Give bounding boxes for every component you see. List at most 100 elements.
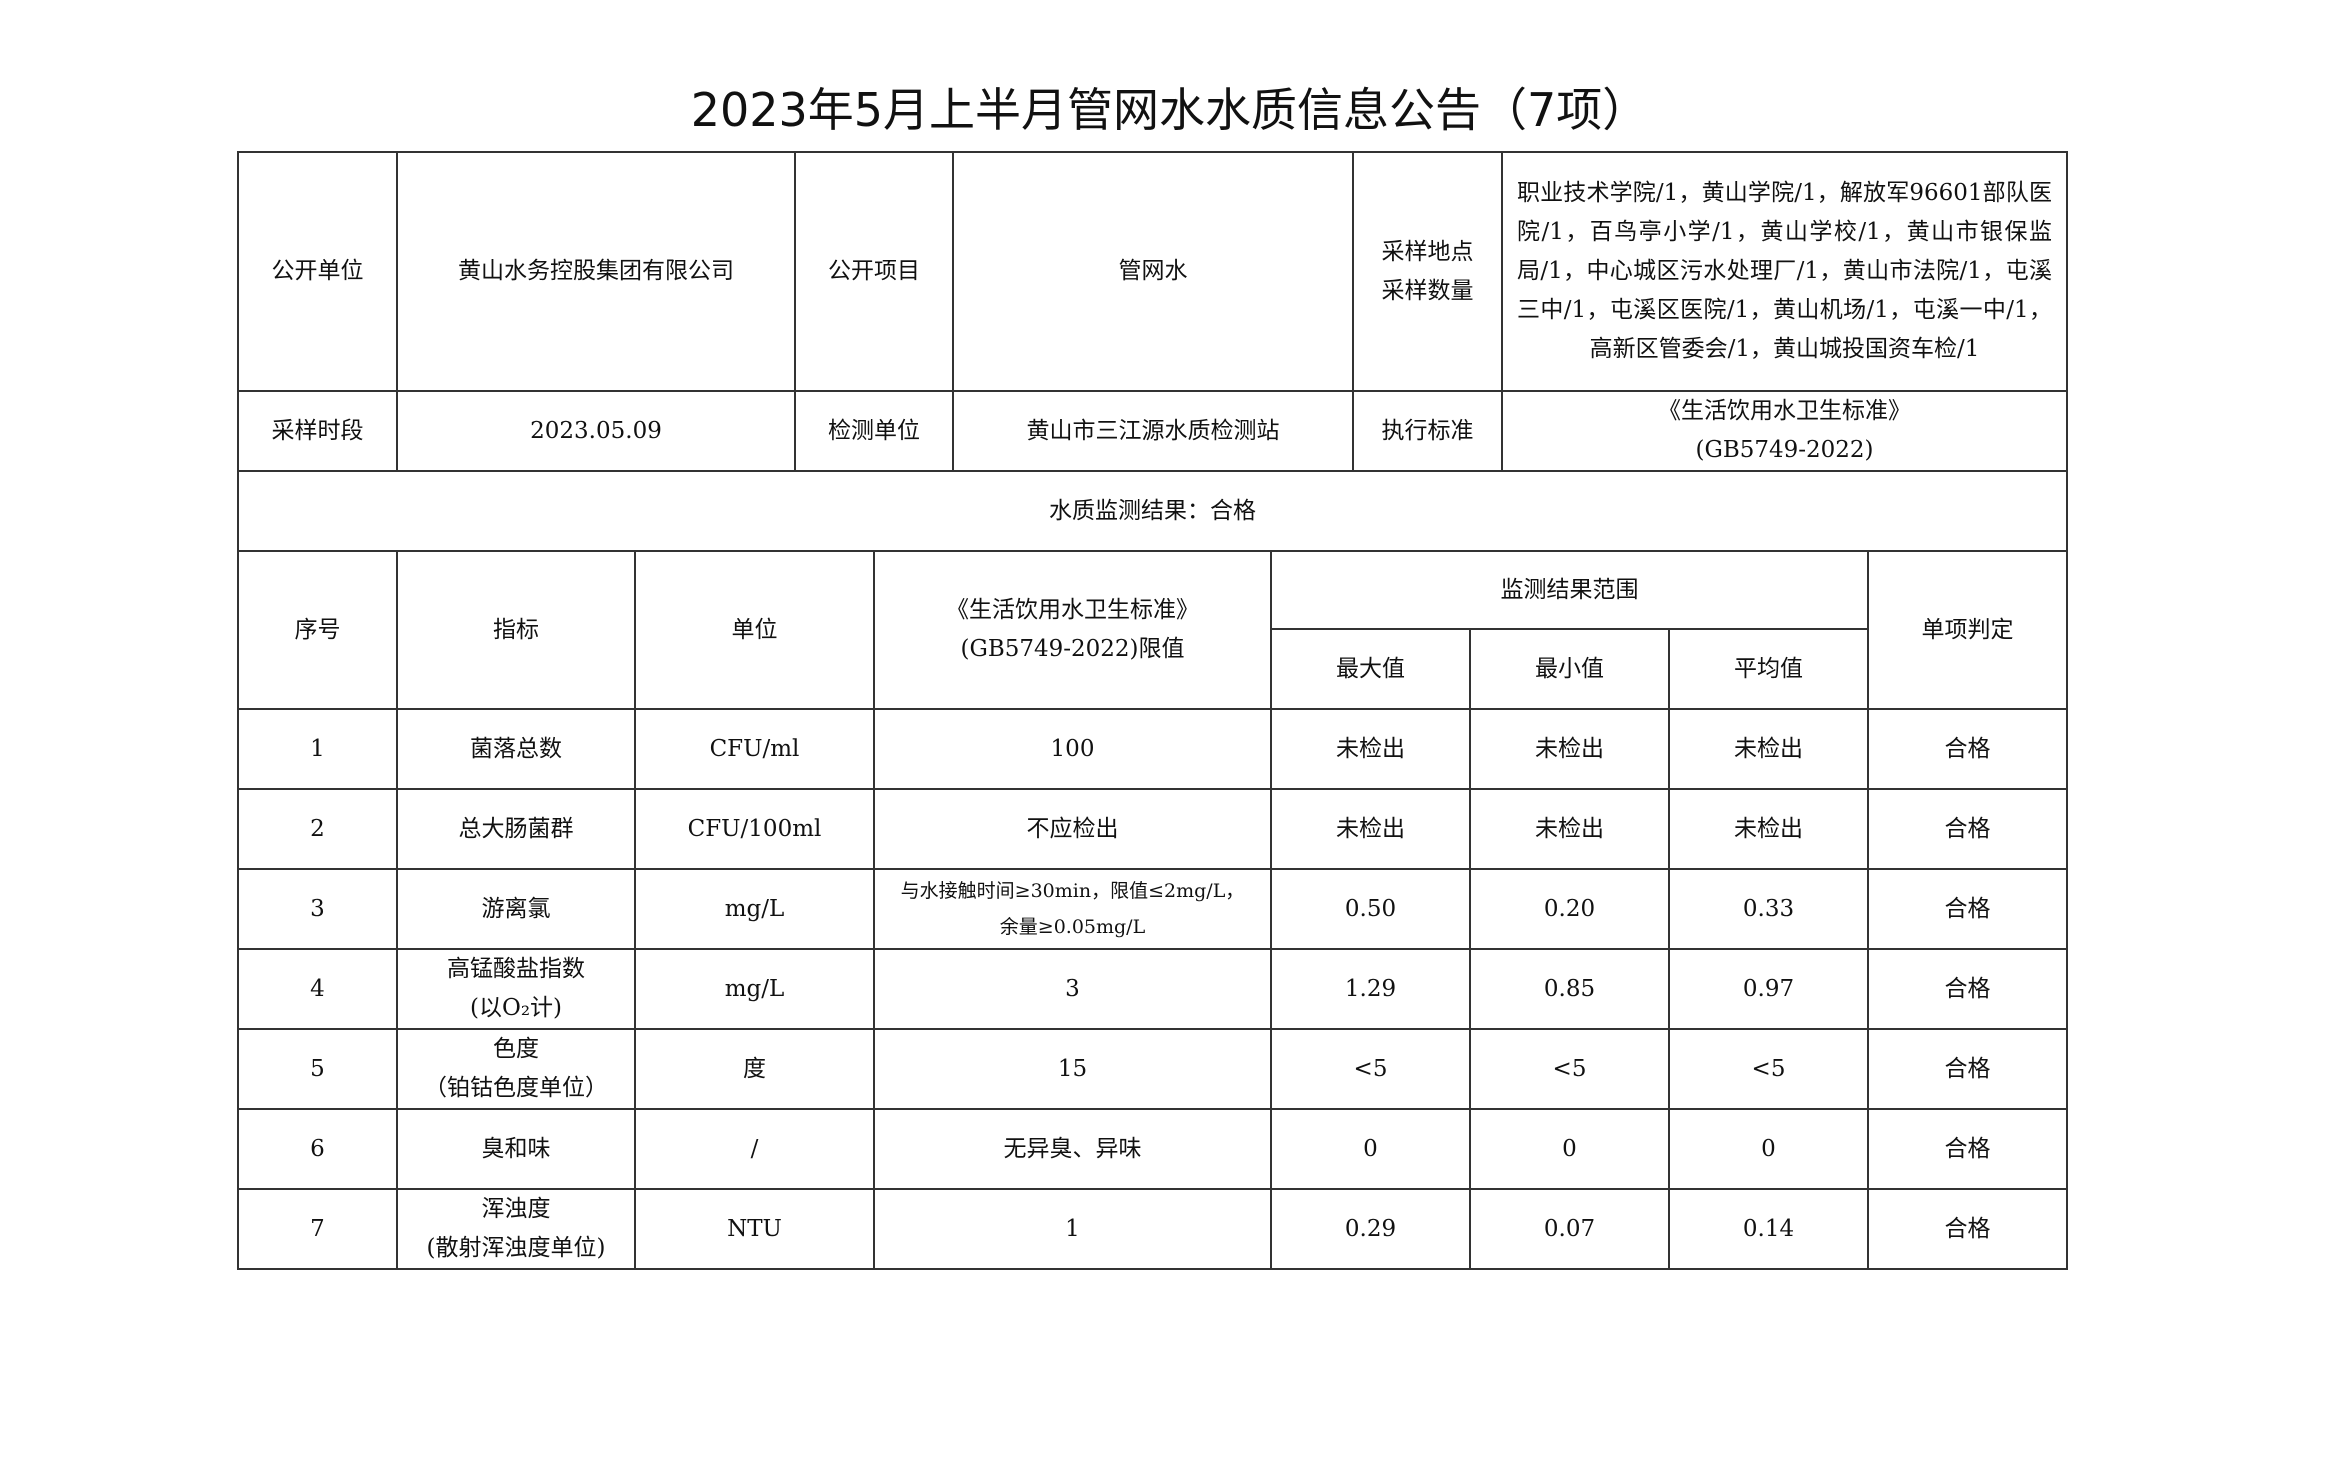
cell-max: 0: [1270, 1108, 1471, 1190]
cell-verdict-text: 合格: [1944, 895, 1991, 922]
cell-verdict-text: 合格: [1944, 1135, 1991, 1162]
cell-unit: /: [634, 1108, 875, 1190]
publisher-label: 公开单位: [237, 151, 398, 392]
cell-avg: 0.33: [1668, 868, 1869, 950]
item-label: 公开项目: [794, 151, 954, 392]
cell-max-text: 0.50: [1344, 895, 1397, 922]
cell-verdict-text: 合格: [1944, 1215, 1991, 1242]
table-row: 7 浑浊度 (散射浑浊度单位) NTU 1 0.29 0.07 0.14 合格: [237, 1188, 2068, 1270]
cell-no: 7: [237, 1188, 398, 1270]
cell-max-text: <5: [1353, 1055, 1388, 1082]
header-indicator: 指标: [396, 550, 636, 710]
cell-max: <5: [1270, 1028, 1471, 1110]
results-table: 序号 指标 单位 《生活饮用水卫生标准》 (GB5749-2022)限值 监测结果…: [237, 550, 2068, 1270]
info-table: 公开单位 黄山水务控股集团有限公司 公开项目 管网水 采样地点采样数量 职业技术…: [237, 151, 2068, 552]
cell-limit: 不应检出: [873, 788, 1272, 870]
cell-limit: 1: [873, 1188, 1272, 1270]
cell-min: 未检出: [1469, 788, 1670, 870]
header-min: 最小值: [1469, 628, 1670, 710]
cell-verdict-text: 合格: [1944, 975, 1991, 1002]
cell-min: <5: [1469, 1028, 1670, 1110]
cell-unit: mg/L: [634, 868, 875, 950]
cell-min-text: 未检出: [1535, 815, 1604, 842]
header-verdict: 单项判定: [1867, 550, 2068, 710]
cell-max: 1.29: [1270, 948, 1471, 1030]
cell-no: 1: [237, 708, 398, 790]
cell-verdict-text: 合格: [1944, 1055, 1991, 1082]
table-row: 2 总大肠菌群 CFU/100ml 不应检出 未检出 未检出 未检出 合格: [237, 788, 2068, 870]
standard-value: 《生活饮用水卫生标准》 (GB5749-2022): [1501, 390, 2068, 472]
cell-unit-text: CFU/ml: [709, 735, 800, 762]
cell-min: 0.07: [1469, 1188, 1670, 1270]
sites-label-1: 采样地点: [1381, 238, 1474, 265]
cell-indicator: 浑浊度 (散射浑浊度单位): [396, 1188, 636, 1270]
header-max: 最大值: [1270, 628, 1471, 710]
lab-label: 检测单位: [794, 390, 954, 472]
cell-no-text: 2: [310, 815, 325, 842]
cell-verdict: 合格: [1867, 1028, 2068, 1110]
cell-avg: <5: [1668, 1028, 1869, 1110]
cell-avg-text: 未检出: [1734, 735, 1803, 762]
page-title: 2023年5月上半月管网水水质信息公告（7项）: [690, 83, 1649, 137]
standard-label: 执行标准: [1352, 390, 1503, 472]
cell-verdict: 合格: [1867, 1108, 2068, 1190]
table-row: 6 臭和味 / 无异臭、异味 0 0 0 合格: [237, 1108, 2068, 1190]
cell-min-text: 未检出: [1535, 735, 1604, 762]
cell-avg: 未检出: [1668, 788, 1869, 870]
info-row-result: 水质监测结果：合格: [237, 470, 2068, 552]
cell-indicator-text: 总大肠菌群: [458, 815, 574, 842]
cell-no-text: 3: [310, 895, 325, 922]
cell-unit: 度: [634, 1028, 875, 1110]
cell-limit-text: 余量≥0.05mg/L: [999, 916, 1146, 938]
header-unit: 单位: [634, 550, 875, 710]
header-range: 监测结果范围: [1270, 550, 1869, 630]
cell-max-text: 0: [1363, 1135, 1378, 1162]
cell-avg: 未检出: [1668, 708, 1869, 790]
cell-indicator: 游离氯: [396, 868, 636, 950]
cell-min-text: 0.07: [1543, 1215, 1596, 1242]
sites-value: 职业技术学院/1，黄山学院/1，解放军96601部队医院/1，百鸟亭小学/1，黄…: [1501, 151, 2068, 392]
cell-verdict: 合格: [1867, 948, 2068, 1030]
cell-limit: 100: [873, 708, 1272, 790]
table-row: 1 菌落总数 CFU/ml 100 未检出 未检出 未检出 合格: [237, 708, 2068, 790]
period-value: 2023.05.09: [396, 390, 796, 472]
publisher-value: 黄山水务控股集团有限公司: [396, 151, 796, 392]
info-row-publisher: 公开单位 黄山水务控股集团有限公司 公开项目 管网水 采样地点采样数量 职业技术…: [237, 151, 2068, 392]
cell-avg: 0.14: [1668, 1188, 1869, 1270]
cell-min-text: 0.20: [1543, 895, 1596, 922]
table-row: 3 游离氯 mg/L 与水接触时间≥30min，限值≤2mg/L， 余量≥0.05mg/…: [237, 868, 2068, 950]
info-row-period: 采样时段 2023.05.09 检测单位 黄山市三江源水质检测站 执行标准 《生…: [237, 390, 2068, 472]
cell-limit: 与水接触时间≥30min，限值≤2mg/L， 余量≥0.05mg/L: [873, 868, 1272, 950]
cell-limit-text: 与水接触时间≥30min，限值≤2mg/L，: [900, 880, 1245, 902]
cell-limit-text: 不应检出: [1026, 815, 1119, 842]
cell-indicator-text: 浑浊度: [481, 1196, 551, 1222]
item-value: 管网水: [952, 151, 1354, 392]
cell-verdict-text: 合格: [1944, 735, 1991, 762]
cell-no-text: 1: [310, 735, 325, 762]
cell-avg-text: 0: [1761, 1135, 1776, 1162]
sites-label-2: 采样数量: [1381, 277, 1474, 304]
cell-unit: CFU/100ml: [634, 788, 875, 870]
cell-indicator: 臭和味: [396, 1108, 636, 1190]
cell-avg-text: 未检出: [1734, 815, 1803, 842]
cell-max: 0.50: [1270, 868, 1471, 950]
cell-no: 5: [237, 1028, 398, 1110]
cell-verdict: 合格: [1867, 868, 2068, 950]
cell-avg-text: 0.14: [1742, 1215, 1795, 1242]
subheader-row: 最大值 最小值 平均值: [238, 628, 2067, 710]
cell-indicator-text: 菌落总数: [470, 735, 562, 762]
cell-limit: 无异臭、异味: [873, 1108, 1272, 1190]
cell-indicator-text: (散射浑浊度单位): [426, 1235, 606, 1261]
cell-indicator: 色度 （铂钴色度单位）: [396, 1028, 636, 1110]
cell-max: 未检出: [1270, 788, 1471, 870]
table-row: 5 色度 （铂钴色度单位） 度 15 <5 <5 <5 合格: [237, 1028, 2068, 1110]
cell-verdict: 合格: [1867, 1188, 2068, 1270]
cell-no: 4: [237, 948, 398, 1030]
standard-name: 《生活饮用水卫生标准》: [1658, 398, 1911, 424]
cell-unit: mg/L: [634, 948, 875, 1030]
cell-unit: CFU/ml: [634, 708, 875, 790]
cell-indicator-text: 臭和味: [481, 1135, 551, 1162]
cell-avg-text: <5: [1751, 1055, 1786, 1082]
period-label: 采样时段: [237, 390, 398, 472]
cell-unit-text: 度: [743, 1055, 766, 1082]
